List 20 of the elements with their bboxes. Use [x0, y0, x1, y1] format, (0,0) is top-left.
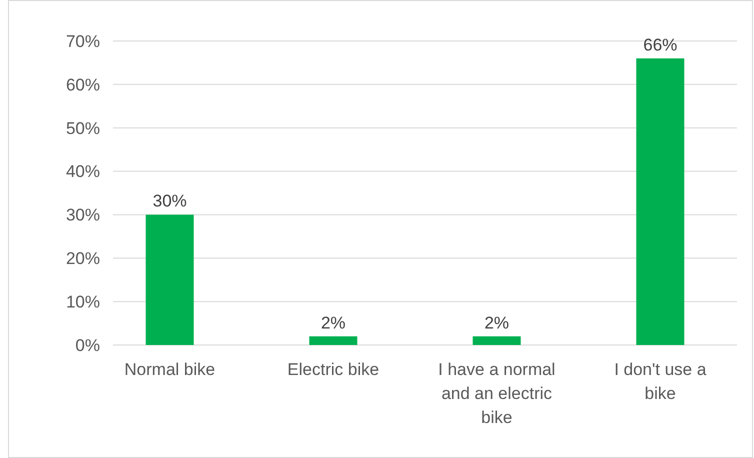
y-tick-label: 40%: [66, 162, 100, 182]
y-tick-label: 0%: [75, 336, 100, 355]
y-tick-label: 30%: [66, 206, 100, 225]
x-tick-label: Normal bike: [124, 360, 216, 379]
data-label: 30%: [152, 192, 187, 211]
bar: [309, 336, 358, 345]
x-tick-label: I have a normal and an electric bike: [438, 360, 556, 427]
data-label: 2%: [484, 313, 510, 332]
y-tick-label: 20%: [66, 249, 100, 268]
data-label: 2%: [320, 313, 346, 332]
y-tick-label: 60%: [66, 75, 100, 94]
data-label: 66%: [643, 35, 678, 54]
y-tick-label: 50%: [66, 118, 100, 138]
x-tick-label: I don't use a bike: [614, 360, 707, 403]
x-tick-label: Electric bike: [287, 360, 380, 379]
y-tick-label: 70%: [66, 32, 100, 51]
bar: [146, 214, 194, 345]
bar: [472, 336, 521, 345]
y-tick-label: 10%: [66, 292, 100, 312]
bar: [636, 58, 684, 345]
